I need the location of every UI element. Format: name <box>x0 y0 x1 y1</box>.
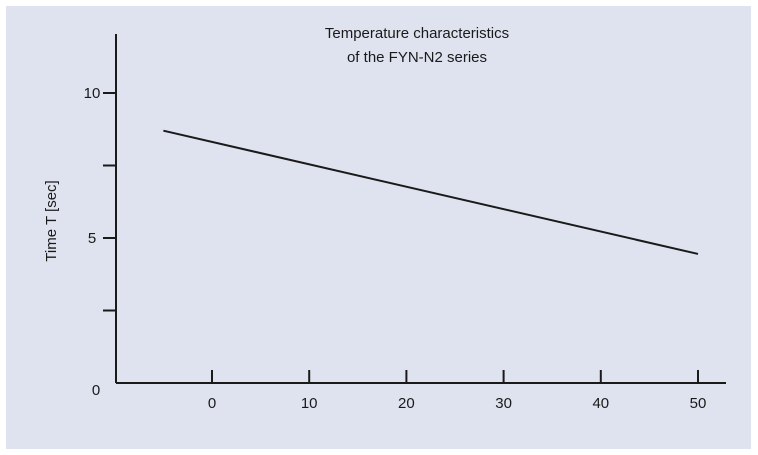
x-tick-label: 0 <box>208 395 216 412</box>
y-tick-label: 10 <box>84 85 101 102</box>
y-tick-label: 0 <box>92 382 100 399</box>
chart-panel: Temperature characteristics of the FYN-N… <box>6 6 751 449</box>
x-tick-label: 50 <box>690 395 707 412</box>
y-tick-label: 5 <box>88 230 96 247</box>
y-axis-label: Time T [sec] <box>43 180 60 261</box>
chart-marks: 0 5 10 0 10 20 30 40 50 <box>84 34 726 412</box>
chart-title-line-2: of the FYN-N2 series <box>347 49 487 66</box>
chart-title-line-1: Temperature characteristics <box>325 25 509 42</box>
x-tick-label: 20 <box>398 395 415 412</box>
x-tick-label: 30 <box>495 395 512 412</box>
x-tick-label: 10 <box>301 395 318 412</box>
series-line <box>163 129 699 255</box>
x-tick-label: 40 <box>592 395 609 412</box>
temperature-chart: Temperature characteristics of the FYN-N… <box>43 25 726 412</box>
